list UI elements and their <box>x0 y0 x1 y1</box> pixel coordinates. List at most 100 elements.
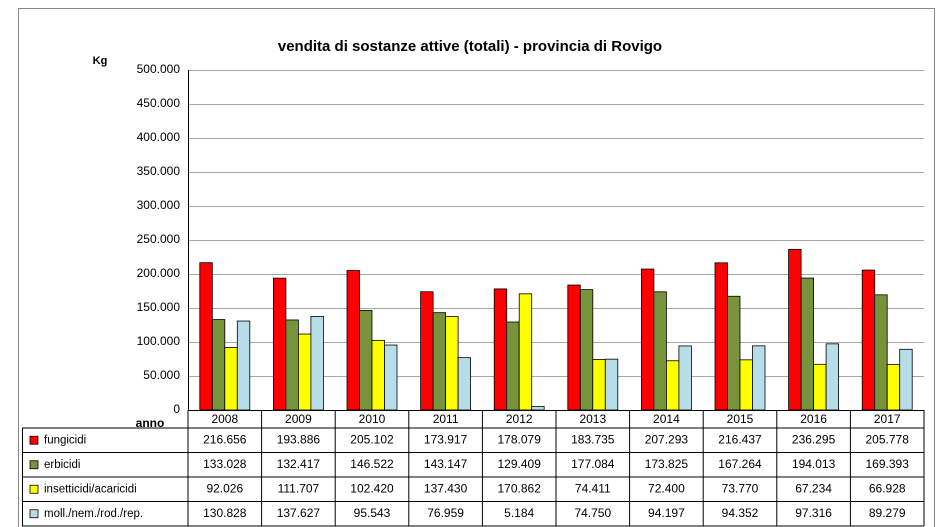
chart-title: vendita di sostanze attive (totali) - pr… <box>278 38 662 55</box>
bar <box>752 345 766 411</box>
y-tick-label: 50.000 <box>143 368 180 382</box>
table-cell: 173.825 <box>645 457 689 471</box>
table-cell: 133.028 <box>203 457 247 471</box>
table-cell: 216.437 <box>718 432 762 446</box>
x-axis-label: anno <box>136 416 165 430</box>
bar <box>384 344 398 411</box>
x-tick-label: 2009 <box>285 412 312 426</box>
bar <box>727 295 741 411</box>
y-tick-label: 200.000 <box>137 266 181 280</box>
bar <box>800 277 814 411</box>
table-cell: 94.197 <box>648 506 685 520</box>
bar <box>666 360 680 411</box>
y-tick-label: 250.000 <box>137 232 181 246</box>
y-tick-label: 400.000 <box>137 130 181 144</box>
y-tick-label: 100.000 <box>137 334 181 348</box>
bar <box>886 364 901 411</box>
table-cell: 72.400 <box>648 481 685 495</box>
bar <box>359 309 373 411</box>
bar <box>653 291 667 411</box>
bar <box>825 343 839 411</box>
legend-label: fungicidi <box>44 434 86 446</box>
bar <box>861 269 876 411</box>
bar <box>739 359 753 411</box>
bar <box>506 321 520 411</box>
bar <box>457 357 472 411</box>
bar <box>432 312 447 411</box>
table-cell: 173.917 <box>424 432 468 446</box>
y-tick-label: 450.000 <box>137 96 181 110</box>
y-tick-label: 300.000 <box>137 198 181 212</box>
bar <box>813 363 827 411</box>
bar <box>641 268 655 411</box>
table-cell: 76.959 <box>427 506 464 520</box>
table-cell: 130.828 <box>203 506 247 520</box>
x-tick-label: 2013 <box>579 412 606 426</box>
table-cell: 207.293 <box>645 432 689 446</box>
bar <box>678 345 692 411</box>
bar <box>714 262 728 411</box>
y-axis-label: Kg <box>93 55 108 67</box>
bar <box>371 339 385 411</box>
bar <box>285 319 299 411</box>
bar <box>874 294 888 411</box>
bar <box>199 262 213 411</box>
bar <box>236 320 251 411</box>
legend-swatch <box>29 435 39 445</box>
table-cell: 102.420 <box>350 481 394 495</box>
table-cell: 194.013 <box>792 457 836 471</box>
table-cell: 167.264 <box>718 457 762 471</box>
table-cell: 205.102 <box>350 432 394 446</box>
legend-swatch <box>29 460 39 470</box>
table-cell: 146.522 <box>350 457 394 471</box>
table-cell: 129.409 <box>498 457 542 471</box>
bar <box>567 284 581 411</box>
legend-label: insetticidi/acaricidi <box>44 483 137 495</box>
table-cell: 111.707 <box>278 481 320 495</box>
bar <box>531 406 545 411</box>
bar <box>310 316 324 411</box>
table-cell: 236.295 <box>792 432 836 446</box>
table-cell: 95.543 <box>354 506 391 520</box>
x-tick-label: 2008 <box>211 412 238 426</box>
table-cell: 89.279 <box>869 506 906 520</box>
y-tick-label: 500.000 <box>137 62 181 76</box>
x-tick-label: 2012 <box>506 412 533 426</box>
table-cell: 5.184 <box>504 506 534 520</box>
table-cell: 74.411 <box>575 481 611 495</box>
x-tick-label: 2010 <box>359 412 386 426</box>
x-tick-label: 2014 <box>653 412 680 426</box>
bar <box>297 333 312 411</box>
table-cell: 169.393 <box>866 457 910 471</box>
table-cell: 66.928 <box>869 481 906 495</box>
bar <box>518 293 533 411</box>
x-tick-label: 2017 <box>874 412 901 426</box>
table-cell: 97.316 <box>795 506 832 520</box>
bar <box>420 291 434 411</box>
bar <box>445 316 459 411</box>
legend-swatch <box>29 509 39 519</box>
legend-label: erbicidi <box>44 459 80 471</box>
table-cell: 205.778 <box>866 432 910 446</box>
y-tick-label: 150.000 <box>137 300 181 314</box>
legend-label: moll./nem./rod./rep. <box>44 508 143 520</box>
x-tick-label: 2015 <box>727 412 754 426</box>
y-tick-label: 0 <box>173 402 180 416</box>
bar <box>211 319 226 411</box>
x-tick-label: 2016 <box>800 412 827 426</box>
table-cell: 137.627 <box>277 506 321 520</box>
bar <box>604 358 619 411</box>
bar <box>592 359 606 411</box>
table-cell: 74.750 <box>574 506 611 520</box>
y-tick-label: 350.000 <box>137 164 181 178</box>
bar <box>579 289 594 411</box>
bar <box>272 277 287 411</box>
table-cell: 67.234 <box>795 481 832 495</box>
table-cell: 178.079 <box>498 432 542 446</box>
bar <box>899 348 913 411</box>
table-cell: 170.862 <box>498 481 542 495</box>
table-cell: 193.886 <box>277 432 321 446</box>
table-cell: 183.735 <box>571 432 615 446</box>
table-cell: 132.417 <box>277 457 321 471</box>
